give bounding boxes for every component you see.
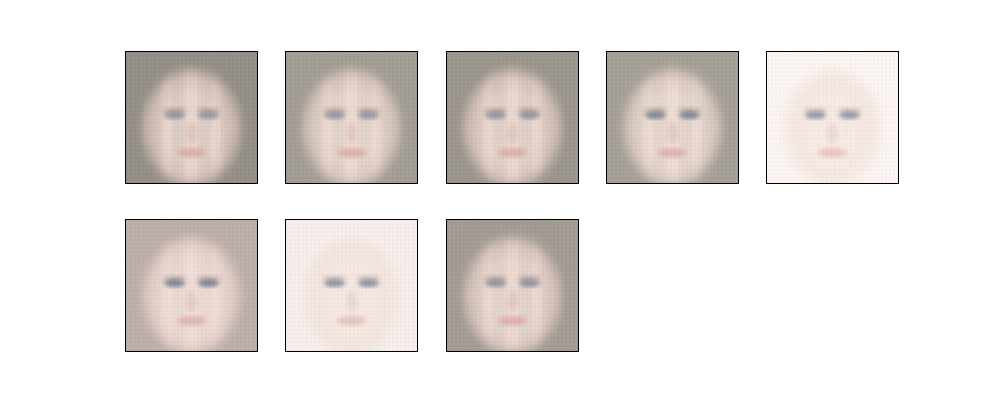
face-tile — [606, 51, 739, 184]
face-image — [607, 52, 738, 183]
face-tile — [125, 51, 258, 184]
face-noise — [126, 220, 257, 351]
face-noise — [286, 220, 417, 351]
face-tile — [285, 219, 418, 352]
face-image — [767, 52, 898, 183]
face-noise — [286, 52, 417, 183]
face-tile — [285, 51, 418, 184]
face-tile — [125, 219, 258, 352]
face-noise — [447, 52, 578, 183]
face-image — [126, 52, 257, 183]
face-image — [447, 52, 578, 183]
face-image — [286, 220, 417, 351]
face-noise — [607, 52, 738, 183]
face-tile — [766, 51, 899, 184]
face-image — [447, 220, 578, 351]
face-noise — [126, 52, 257, 183]
face-image — [126, 220, 257, 351]
face-noise — [447, 220, 578, 351]
face-image — [286, 52, 417, 183]
face-noise — [767, 52, 898, 183]
face-tile — [446, 51, 579, 184]
face-tile — [446, 219, 579, 352]
